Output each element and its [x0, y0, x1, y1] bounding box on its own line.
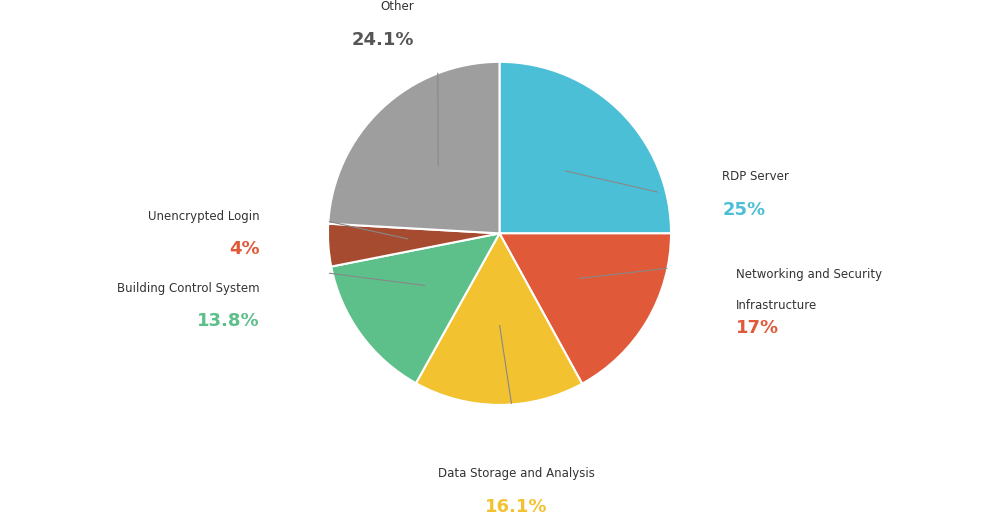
Wedge shape — [329, 62, 500, 233]
Text: Building Control System: Building Control System — [117, 282, 260, 295]
Text: Networking and Security: Networking and Security — [736, 268, 882, 282]
Text: 4%: 4% — [229, 240, 260, 258]
Wedge shape — [500, 62, 671, 233]
Text: Unencrypted Login: Unencrypted Login — [148, 210, 260, 223]
Text: Other: Other — [380, 1, 414, 13]
Wedge shape — [416, 233, 582, 405]
Wedge shape — [500, 233, 671, 384]
Wedge shape — [332, 233, 500, 383]
Text: RDP Server: RDP Server — [722, 170, 789, 183]
Wedge shape — [328, 224, 500, 267]
Text: 17%: 17% — [736, 319, 779, 337]
Text: 25%: 25% — [722, 201, 765, 219]
Text: 16.1%: 16.1% — [486, 498, 547, 513]
Text: Infrastructure: Infrastructure — [736, 299, 817, 311]
Text: 24.1%: 24.1% — [352, 31, 414, 49]
Text: Data Storage and Analysis: Data Storage and Analysis — [439, 467, 595, 480]
Text: 13.8%: 13.8% — [197, 312, 260, 330]
